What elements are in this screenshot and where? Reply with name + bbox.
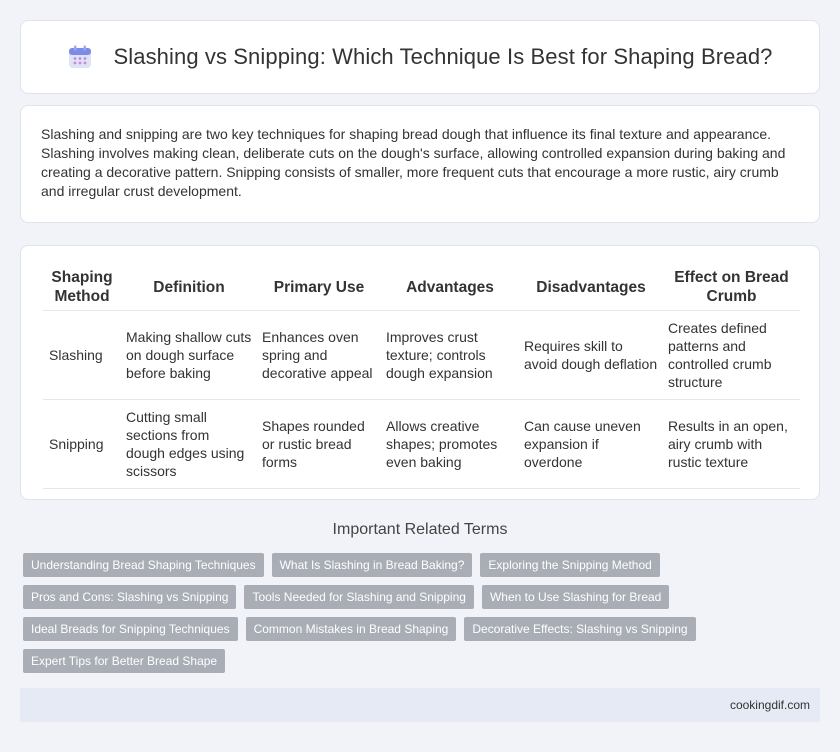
related-terms-list: Understanding Bread Shaping Techniques W… <box>23 553 813 681</box>
related-term-tag[interactable]: What Is Slashing in Bread Baking? <box>271 553 473 577</box>
related-term-tag[interactable]: Exploring the Snipping Method <box>480 553 660 577</box>
column-header-definition: Definition <box>121 264 257 311</box>
table-cell: Improves crust texture; controls dough e… <box>381 310 519 400</box>
header-card: Slashing vs Snipping: Which Technique Is… <box>20 20 820 94</box>
related-term-tag[interactable]: Pros and Cons: Slashing vs Snipping <box>23 585 237 609</box>
related-term-tag[interactable]: Ideal Breads for Snipping Techniques <box>23 617 238 641</box>
related-term-tag[interactable]: When to Use Slashing for Bread <box>481 585 670 609</box>
page-title: Slashing vs Snipping: Which Technique Is… <box>113 44 773 69</box>
tag-row: Expert Tips for Better Bread Shape <box>23 649 813 673</box>
comparison-table: Shaping Method Definition Primary Use Ad… <box>43 264 800 489</box>
related-term-tag[interactable]: Common Mistakes in Bread Shaping <box>245 617 457 641</box>
table-row: Slashing Making shallow cuts on dough su… <box>43 310 800 400</box>
comparison-table-card: Shaping Method Definition Primary Use Ad… <box>20 245 820 500</box>
column-header-shaping-method: Shaping Method <box>43 264 121 311</box>
related-term-tag[interactable]: Tools Needed for Slashing and Snipping <box>244 585 474 609</box>
intro-card: Slashing and snipping are two key techni… <box>20 105 820 223</box>
table-cell: Can cause uneven expansion if overdone <box>519 399 663 489</box>
related-term-tag[interactable]: Expert Tips for Better Bread Shape <box>23 649 226 673</box>
table-header-row: Shaping Method Definition Primary Use Ad… <box>43 264 800 311</box>
table-cell: Allows creative shapes; promotes even ba… <box>381 399 519 489</box>
header: Slashing vs Snipping: Which Technique Is… <box>67 44 772 70</box>
table-cell: Enhances oven spring and decorative appe… <box>257 310 381 400</box>
footer-site-name: cookingdif.com <box>729 698 810 712</box>
table-cell: Creates defined patterns and controlled … <box>663 310 800 400</box>
column-header-disadvantages: Disadvantages <box>519 264 663 311</box>
related-term-tag[interactable]: Decorative Effects: Slashing vs Snipping <box>464 617 696 641</box>
related-terms-title: Important Related Terms <box>332 521 508 538</box>
tag-row: Pros and Cons: Slashing vs Snipping Tool… <box>23 585 813 609</box>
table-cell: Snipping <box>43 399 121 489</box>
intro-text: Slashing and snipping are two key techni… <box>41 126 786 199</box>
tag-row: Understanding Bread Shaping Techniques W… <box>23 553 813 577</box>
table-cell: Cutting small sections from dough edges … <box>121 399 257 489</box>
table-cell: Slashing <box>43 310 121 400</box>
column-header-effect-on-crumb: Effect on Bread Crumb <box>663 264 800 311</box>
calendar-icon <box>67 44 93 70</box>
tag-row: Ideal Breads for Snipping Techniques Com… <box>23 617 813 641</box>
table-cell: Requires skill to avoid dough deflation <box>519 310 663 400</box>
related-term-tag[interactable]: Understanding Bread Shaping Techniques <box>23 553 264 577</box>
table-row: Snipping Cutting small sections from dou… <box>43 399 800 489</box>
column-header-primary-use: Primary Use <box>257 264 381 311</box>
footer: cookingdif.com <box>20 688 820 722</box>
table-cell: Results in an open, airy crumb with rust… <box>663 399 800 489</box>
column-header-advantages: Advantages <box>381 264 519 311</box>
table-cell: Shapes rounded or rustic bread forms <box>257 399 381 489</box>
table-cell: Making shallow cuts on dough surface bef… <box>121 310 257 400</box>
